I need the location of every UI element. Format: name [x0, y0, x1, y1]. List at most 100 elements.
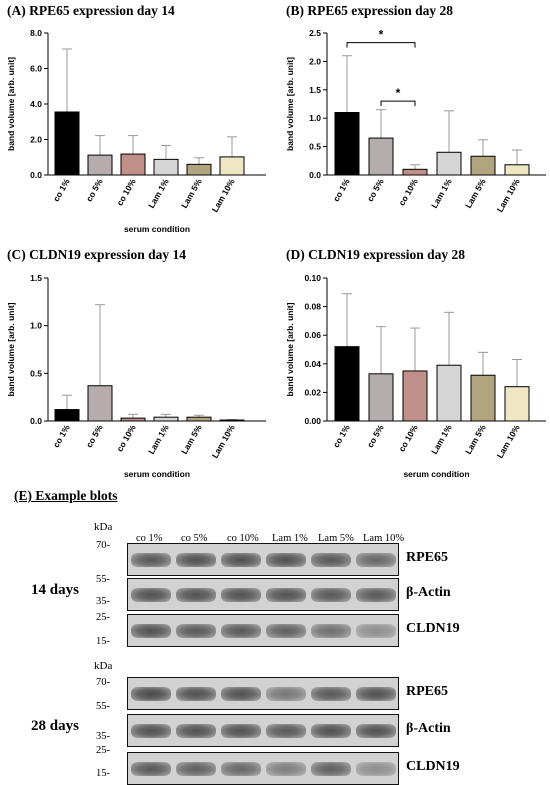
blot-band	[176, 724, 216, 738]
mw-marker: 70-	[96, 540, 110, 551]
chart-c-bar-2	[120, 417, 146, 422]
blot-band	[221, 687, 261, 701]
blot-band	[131, 762, 171, 776]
chart-b-ylabel: band volume [arb. unit]	[285, 57, 295, 151]
kda-label-1: kDa	[94, 521, 113, 533]
blot-band	[356, 762, 396, 776]
chart-c-xtick-label: Lam 5%	[179, 423, 204, 456]
chart-b-bar-3	[436, 151, 462, 176]
chart-b-ytick-label: 1.0	[309, 113, 321, 123]
chart-a-bar-0	[54, 111, 80, 176]
chart-b-ytick-label: 0.5	[309, 142, 321, 152]
protein-label: CLDN19	[406, 621, 460, 636]
days-label-28: 28 days	[31, 718, 79, 734]
blot-band	[221, 553, 261, 567]
chart-c-ylabel: band volume [arb. unit]	[6, 302, 16, 396]
protein-label: CLDN19	[406, 759, 460, 774]
blot-band	[176, 624, 216, 638]
chart-b-sig-bracket	[346, 42, 416, 48]
panel-e-title: (E) Example blots	[14, 488, 118, 503]
chart-d-ytick-label: 0.04	[304, 359, 321, 369]
blot-band	[356, 588, 396, 602]
blot-band	[356, 553, 396, 567]
protein-label: β-Actin	[406, 585, 451, 600]
blot-band	[131, 687, 171, 701]
mw-marker: 25-	[96, 745, 110, 756]
chart-b-bar-5	[504, 164, 530, 176]
chart-b-sig-star: *	[379, 28, 384, 42]
chart-d-xtick-label: co 1%	[331, 423, 352, 450]
mw-marker: 35-	[96, 596, 110, 607]
chart-d-xlabel: serum condition	[403, 469, 469, 479]
blot-band	[266, 687, 306, 701]
chart-d-bar-1	[368, 373, 394, 422]
chart-b-sig-star: *	[396, 86, 401, 100]
chart-d-ylabel: band volume [arb. unit]	[285, 302, 295, 396]
chart-d-ytick-label: 0.02	[304, 387, 321, 397]
chart-d-bar-2	[402, 370, 428, 422]
chart-d-bar-0	[334, 346, 360, 422]
blot-band	[221, 624, 261, 638]
chart-d-ytick-label: 0.00	[304, 416, 321, 426]
protein-label: β-Actin	[406, 721, 451, 736]
blot-band	[131, 624, 171, 638]
chart-a-ytick-label: 6.0	[30, 64, 42, 74]
chart-b-ytick-label: 2.5	[309, 28, 321, 38]
blot-band	[176, 687, 216, 701]
protein-label: RPE65	[406, 550, 448, 565]
kda-label-2: kDa	[94, 660, 113, 672]
chart-c-bar-1	[87, 385, 113, 422]
chart-b-bar-2	[402, 168, 428, 176]
chart-d-ytick-label: 0.08	[304, 302, 321, 312]
panel-c-title: (C) CLDN19 expression day 14	[7, 247, 187, 262]
chart-c-ytick-label: 1.5	[30, 273, 42, 283]
chart-a-xtick-label: Lam 1%	[146, 177, 171, 210]
blot-band	[221, 762, 261, 776]
protein-label: RPE65	[406, 684, 448, 699]
blot-band	[131, 588, 171, 602]
chart-d-xtick-label: co 5%	[365, 423, 386, 450]
blot-band	[131, 724, 171, 738]
chart-a-ylabel: band volume [arb. unit]	[6, 57, 16, 151]
chart-b-bar-0	[334, 112, 360, 176]
chart-c-xtick-label: co 5%	[84, 423, 105, 450]
chart-a-ytick-label: 4.0	[30, 99, 42, 109]
chart-c-bar-3	[153, 416, 179, 422]
blot-strip-cldn19	[127, 752, 399, 785]
blot-strip-actin	[127, 714, 399, 747]
chart-c-bar-5	[219, 419, 245, 422]
chart-a-ytick-label: 8.0	[30, 28, 42, 38]
chart-c-xtick-label: co 1%	[51, 423, 72, 450]
blot-band	[131, 553, 171, 567]
blot-band	[356, 624, 396, 638]
chart-b-ytick-label: 1.5	[309, 85, 321, 95]
chart-a-xtick-label: co 5%	[84, 177, 105, 204]
chart-b-bar-4	[470, 155, 496, 176]
blot-band	[221, 724, 261, 738]
mw-marker: 15-	[96, 636, 110, 647]
chart-d-xtick-label: co 10%	[396, 423, 420, 454]
blot-band	[266, 724, 306, 738]
chart-a-xtick-label: Lam 5%	[179, 177, 204, 210]
panel-b-title: (B) RPE65 expression day 28	[286, 3, 454, 18]
chart-d-xtick-label: Lam 10%	[495, 423, 522, 460]
blot-band	[356, 687, 396, 701]
chart-b-xtick-label: co 1%	[331, 177, 352, 204]
blot-band	[311, 687, 351, 701]
chart-c-xlabel: serum condition	[124, 469, 190, 479]
blot-band	[221, 588, 261, 602]
lane-label: co 5%	[181, 533, 208, 544]
blot-strip-cldn19	[127, 614, 399, 647]
blot-band	[311, 724, 351, 738]
chart-b-xtick-label: co 10%	[396, 177, 420, 208]
blot-band	[311, 588, 351, 602]
blot-band	[311, 762, 351, 776]
chart-c-ytick-label: 1.0	[30, 321, 42, 331]
panel-d-title: (D) CLDN19 expression day 28	[286, 247, 466, 262]
chart-c-xtick-label: co 10%	[114, 423, 138, 454]
blot-band	[176, 553, 216, 567]
chart-a-xlabel: serum condition	[124, 224, 190, 234]
chart-a-xtick-label: co 10%	[114, 177, 138, 208]
blot-band	[266, 762, 306, 776]
chart-a-bar-2	[120, 153, 146, 176]
